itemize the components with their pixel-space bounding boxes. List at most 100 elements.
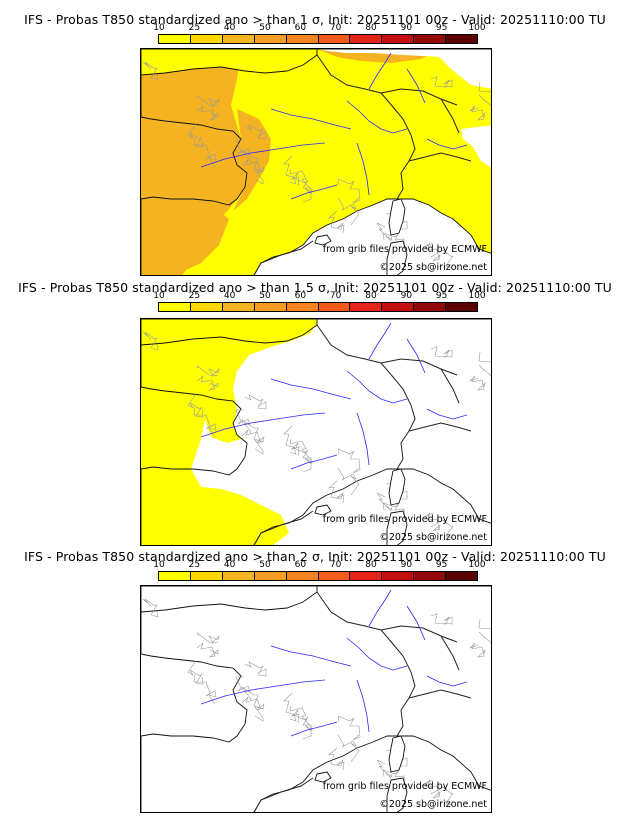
national-border	[253, 240, 314, 275]
admin-boundary	[241, 159, 264, 185]
admin-boundary	[337, 178, 361, 204]
national-border	[440, 368, 460, 404]
admin-boundary	[337, 715, 361, 741]
river	[406, 605, 426, 641]
colorbar-segment	[350, 572, 383, 580]
admin-boundary	[196, 375, 219, 391]
admin-boundary	[289, 705, 313, 732]
admin-boundary	[337, 197, 360, 226]
river	[368, 52, 392, 90]
river	[200, 679, 326, 705]
corsica	[388, 735, 406, 773]
prob-field-mid-3	[141, 189, 229, 275]
colorbar-segment	[446, 35, 478, 43]
colorbar-segment	[254, 35, 287, 43]
admin-boundary	[142, 598, 159, 618]
national-border	[316, 54, 416, 200]
colorbar-segment	[382, 35, 415, 43]
colorbar-tick-label: 70	[329, 23, 342, 33]
probability-map: from grib files provided by ECMWF ©2025 …	[140, 585, 492, 813]
admin-boundaries	[142, 598, 491, 806]
colorbar-tick-label: 10	[153, 560, 165, 570]
river	[346, 100, 408, 134]
credit-source: from grib files provided by ECMWF	[322, 514, 487, 525]
admin-boundary	[337, 448, 361, 474]
colorbar-tick-label: 60	[294, 291, 307, 301]
probability-map: from grib files provided by ECMWF ©2025 …	[140, 48, 492, 276]
balearic-island	[314, 771, 332, 783]
admin-boundary	[283, 425, 300, 457]
colorbar-segment	[159, 572, 191, 580]
sea	[141, 586, 491, 812]
admin-boundary	[478, 94, 491, 106]
admin-boundary	[193, 136, 217, 168]
north-sea	[317, 49, 491, 57]
river	[270, 108, 352, 130]
admin-boundary	[376, 492, 393, 512]
admin-boundary	[187, 123, 204, 148]
admin-boundary	[187, 393, 204, 418]
sardinia	[386, 777, 408, 812]
corsica	[388, 468, 406, 506]
coastline	[141, 586, 491, 812]
admin-boundary	[244, 661, 267, 677]
colorbar-tick-label: 80	[365, 291, 377, 301]
national-border	[408, 152, 472, 162]
colorbar	[158, 302, 478, 312]
adriatic-sea	[461, 125, 491, 168]
admin-boundary	[376, 222, 393, 242]
colorbar-tick-label: 40	[223, 291, 236, 301]
colorbar-tick-label: 90	[400, 560, 413, 570]
river	[368, 589, 392, 627]
admin-boundary	[283, 692, 300, 724]
admin-boundary	[424, 512, 441, 532]
river	[406, 68, 426, 104]
colorbar	[158, 34, 478, 44]
colorbar-tick-label: 60	[294, 560, 307, 570]
admin-boundary	[424, 242, 441, 262]
admin-boundary	[193, 673, 217, 705]
admin-boundary	[289, 438, 313, 465]
river	[270, 378, 352, 400]
colorbar-segment	[382, 303, 415, 311]
national-border	[253, 510, 314, 545]
admin-boundary	[244, 394, 267, 410]
admin-boundary	[244, 124, 267, 140]
national-border	[440, 98, 460, 134]
national-border	[408, 422, 472, 432]
map-canvas	[141, 586, 491, 812]
north-sea	[317, 586, 491, 594]
colorbar-tick-label: 60	[294, 23, 307, 33]
colorbar-tick-label: 25	[188, 23, 201, 33]
admin-boundary	[424, 779, 441, 799]
map-panel-2: IFS - Probas T850 standardized ano > tha…	[0, 268, 630, 546]
map-panel-1: IFS - Probas T850 standardized ano > tha…	[0, 0, 630, 276]
admin-boundary	[478, 81, 491, 93]
colorbar-segment	[222, 303, 255, 311]
national-border	[408, 689, 472, 699]
credit-copyright: ©2025 sb@irizone.net	[379, 532, 487, 543]
admin-boundary	[478, 364, 491, 376]
admin-boundary	[196, 642, 219, 658]
admin-boundary	[283, 155, 300, 187]
colorbar-segment	[382, 572, 415, 580]
admin-boundary	[235, 139, 252, 164]
colorbar-tick-label: 70	[329, 291, 342, 301]
admin-boundary	[289, 177, 312, 203]
river	[356, 679, 370, 733]
map-panel-3: IFS - Probas T850 standardized ano > tha…	[0, 537, 630, 817]
colorbar-segment	[190, 35, 223, 43]
national-border	[316, 591, 416, 737]
colorbar-segment	[159, 303, 191, 311]
colorbar-tick-label: 10	[153, 291, 165, 301]
admin-boundary	[337, 467, 360, 496]
colorbar	[158, 571, 478, 581]
colorbar-segment	[254, 572, 287, 580]
colorbar-tick-label: 80	[365, 560, 377, 570]
river	[356, 412, 370, 466]
admin-boundary	[478, 631, 491, 643]
english-channel	[141, 319, 318, 346]
panel-title: IFS - Probas T850 standardized ano > tha…	[24, 12, 606, 27]
river	[426, 408, 468, 420]
colorbar-tick-label: 100	[468, 291, 486, 301]
